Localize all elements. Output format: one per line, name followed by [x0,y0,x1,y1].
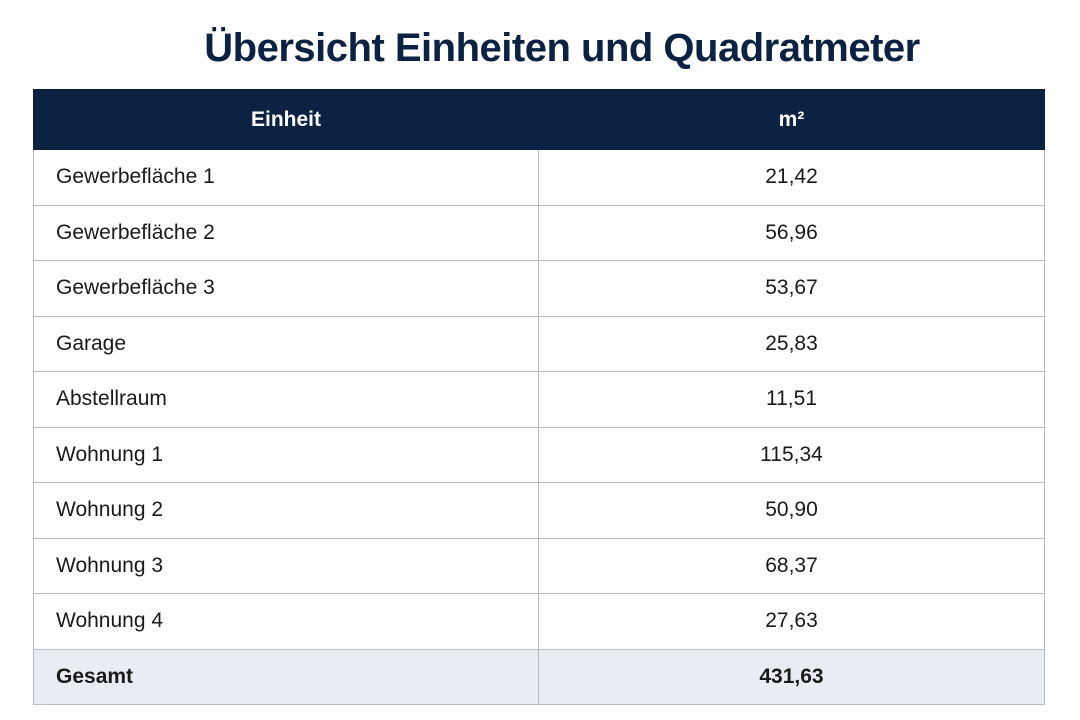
total-label: Gesamt [33,648,539,705]
table-row: Wohnung 1 115,34 [33,426,1045,483]
unit-cell: Wohnung 3 [33,537,539,594]
total-row: Gesamt 431,63 [33,648,1045,705]
unit-cell: Gewerbefläche 2 [33,204,539,261]
page-title: Übersicht Einheiten und Quadratmeter [204,26,920,70]
table-row: Gewerbefläche 3 53,67 [33,260,1045,317]
table-row: Garage 25,83 [33,315,1045,372]
column-header-area: m² [538,89,1045,150]
table-row: Wohnung 4 27,63 [33,593,1045,650]
table-row: Wohnung 3 68,37 [33,537,1045,594]
column-header-unit: Einheit [33,89,539,150]
unit-cell: Wohnung 2 [33,482,539,539]
area-cell: 11,51 [538,371,1045,428]
table-row: Gewerbefläche 1 21,42 [33,149,1045,206]
table-header-row: Einheit m² [33,89,1045,150]
area-cell: 115,34 [538,426,1045,483]
unit-cell: Gewerbefläche 3 [33,260,539,317]
area-cell: 27,63 [538,593,1045,650]
unit-cell: Gewerbefläche 1 [33,149,539,206]
area-cell: 53,67 [538,260,1045,317]
unit-cell: Garage [33,315,539,372]
table-row: Gewerbefläche 2 56,96 [33,204,1045,261]
area-cell: 68,37 [538,537,1045,594]
units-table: Einheit m² Gewerbefläche 1 21,42 Gewerbe… [33,89,1045,705]
area-cell: 21,42 [538,149,1045,206]
total-value: 431,63 [538,648,1045,705]
table-row: Abstellraum 11,51 [33,371,1045,428]
area-cell: 50,90 [538,482,1045,539]
unit-cell: Wohnung 4 [33,593,539,650]
area-cell: 25,83 [538,315,1045,372]
unit-cell: Abstellraum [33,371,539,428]
unit-cell: Wohnung 1 [33,426,539,483]
area-cell: 56,96 [538,204,1045,261]
table-row: Wohnung 2 50,90 [33,482,1045,539]
